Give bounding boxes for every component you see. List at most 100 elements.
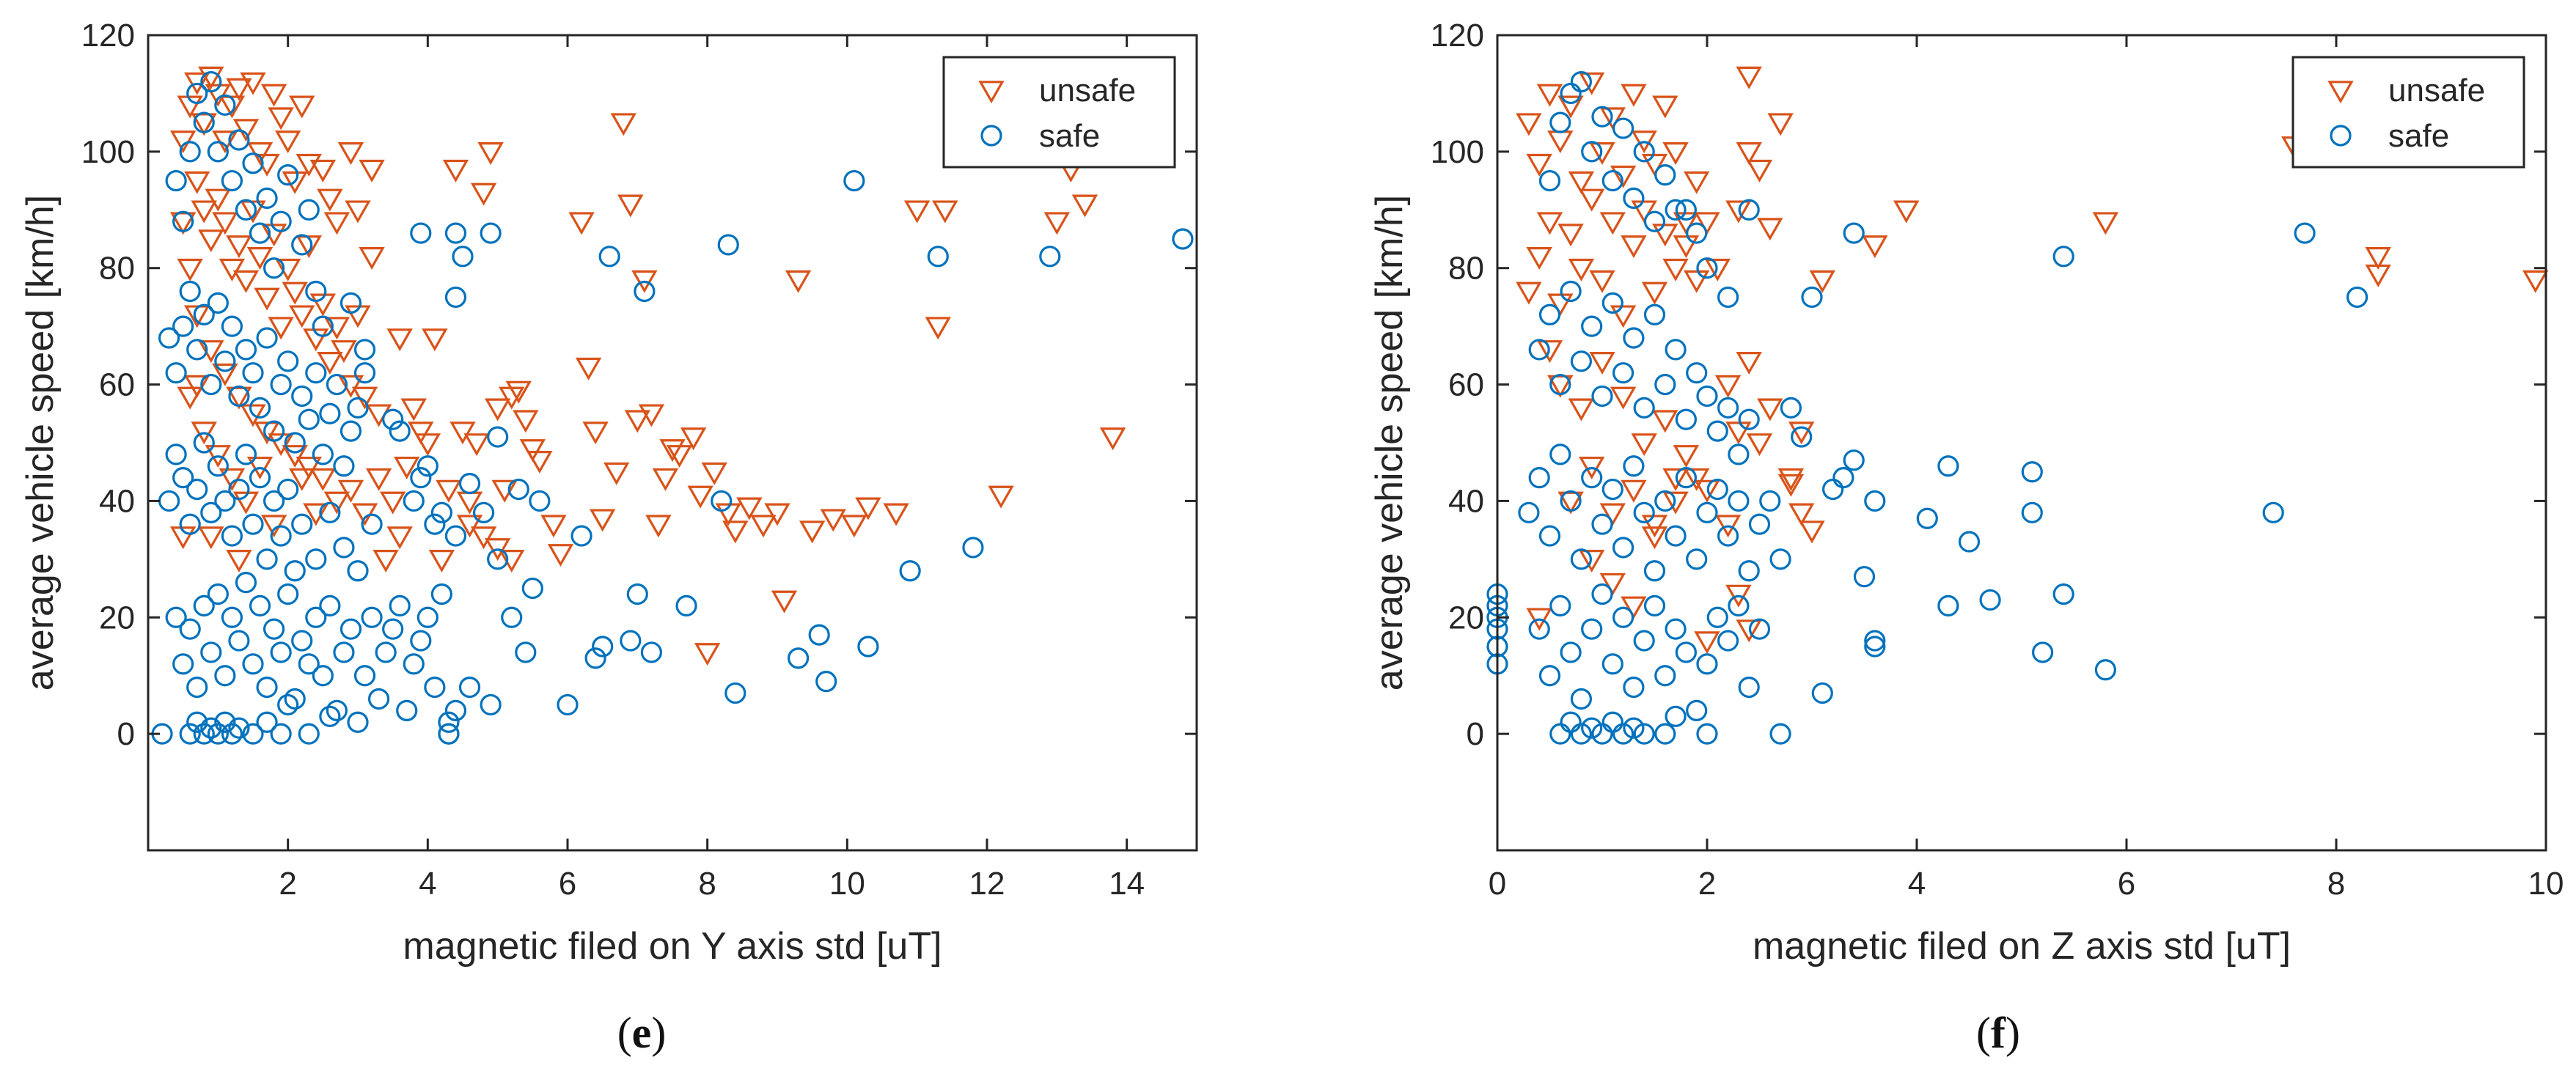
point-unsafe [1662, 258, 1689, 281]
point-safe [515, 641, 537, 663]
point-safe [1853, 566, 1876, 588]
point-safe [298, 199, 320, 221]
point-unsafe [1662, 491, 1689, 515]
point-safe [326, 699, 348, 721]
point-unsafe [359, 159, 385, 183]
legend-marker-unsafe [2327, 81, 2354, 104]
point-safe [815, 671, 837, 693]
point-unsafe [268, 317, 294, 340]
x-tick-label: 6 [2118, 866, 2135, 902]
point-unsafe [1725, 200, 1752, 224]
point-safe [221, 723, 243, 745]
point-unsafe [903, 200, 931, 224]
point-safe [214, 350, 236, 372]
point-safe [1570, 723, 1592, 745]
point-safe [1675, 408, 1698, 430]
point-safe [1591, 583, 1613, 605]
point-unsafe [169, 212, 197, 235]
point-unsafe [750, 515, 777, 538]
legend-label-safe: safe [2388, 118, 2449, 154]
scatter-chart-e: 2 4 6 8 10 12 14 0 20 40 60 80 100 120 magnetic filed … [19, 18, 1198, 968]
point-safe [319, 594, 341, 617]
point-safe [382, 618, 404, 640]
y-tick-label: 0 [117, 716, 135, 752]
point-safe [480, 222, 502, 244]
point-safe [249, 467, 271, 489]
point-unsafe [547, 544, 574, 567]
point-unsafe [526, 451, 553, 474]
point-safe [1769, 548, 1791, 570]
point-safe [235, 572, 257, 594]
point-safe [1172, 228, 1194, 250]
point-safe [1560, 280, 1582, 303]
point-safe [1811, 682, 1833, 704]
point-unsafe [345, 200, 371, 224]
legend-label-unsafe: unsafe [2388, 73, 2485, 108]
point-safe [235, 339, 257, 361]
point-unsafe [1631, 200, 1657, 224]
plot-area [148, 35, 1197, 850]
point-safe [165, 362, 187, 384]
point-safe [1528, 467, 1550, 489]
point-unsafe [1547, 293, 1574, 317]
point-safe [221, 606, 243, 628]
point-unsafe [505, 380, 532, 404]
point-safe [787, 647, 810, 669]
point-safe [291, 234, 313, 256]
point-safe [228, 385, 250, 408]
point-safe [186, 82, 208, 105]
point-unsafe [715, 503, 741, 526]
point-unsafe [1652, 95, 1678, 119]
point-unsafe [442, 159, 469, 183]
point-safe [214, 665, 236, 687]
point-safe [256, 327, 278, 349]
point-unsafe [1725, 421, 1752, 445]
point-unsafe [400, 398, 427, 421]
point-safe [347, 711, 369, 733]
point-safe [1686, 362, 1708, 384]
point-unsafe [169, 526, 197, 550]
point-safe [172, 467, 194, 489]
point-unsafe [226, 550, 252, 573]
point-safe [1979, 589, 2001, 611]
point-unsafe [1516, 281, 1542, 305]
point-safe [1623, 327, 1645, 349]
point-unsafe [232, 491, 260, 515]
point-safe [444, 525, 467, 547]
x-axis-label: magnetic filed on Y axis std [uT] [403, 925, 942, 968]
point-unsafe [1757, 218, 1783, 241]
point-unsafe [1621, 596, 1647, 619]
legend: unsafe safe [2291, 56, 2525, 169]
point-unsafe [1631, 433, 1657, 457]
point-safe [347, 560, 369, 582]
point-safe [242, 653, 264, 675]
point-safe [424, 513, 446, 535]
point-unsafe [456, 515, 483, 538]
point-unsafe [254, 287, 280, 311]
point-unsafe [722, 520, 749, 544]
point-unsafe [198, 229, 224, 253]
legend-label-safe: safe [1039, 118, 1100, 154]
point-safe [1560, 641, 1582, 663]
y-tick-label: 80 [99, 251, 135, 287]
point-safe [1937, 594, 1959, 617]
series-unsafe [1516, 66, 2549, 655]
point-safe [193, 594, 215, 617]
point-unsafe [219, 258, 246, 281]
point-unsafe [1536, 84, 1563, 107]
point-unsafe [1589, 351, 1615, 375]
point-unsafe [1599, 212, 1626, 235]
point-safe [1591, 513, 1613, 535]
point-unsafe [198, 66, 224, 89]
point-safe [186, 478, 208, 501]
point-unsafe [282, 281, 308, 305]
point-safe [361, 513, 383, 535]
point-unsafe [408, 421, 434, 445]
point-unsafe [1526, 153, 1552, 177]
point-safe [1654, 373, 1676, 396]
point-safe [1633, 630, 1655, 652]
point-unsafe [191, 421, 217, 445]
point-safe [1591, 106, 1613, 128]
point-safe [256, 711, 278, 733]
